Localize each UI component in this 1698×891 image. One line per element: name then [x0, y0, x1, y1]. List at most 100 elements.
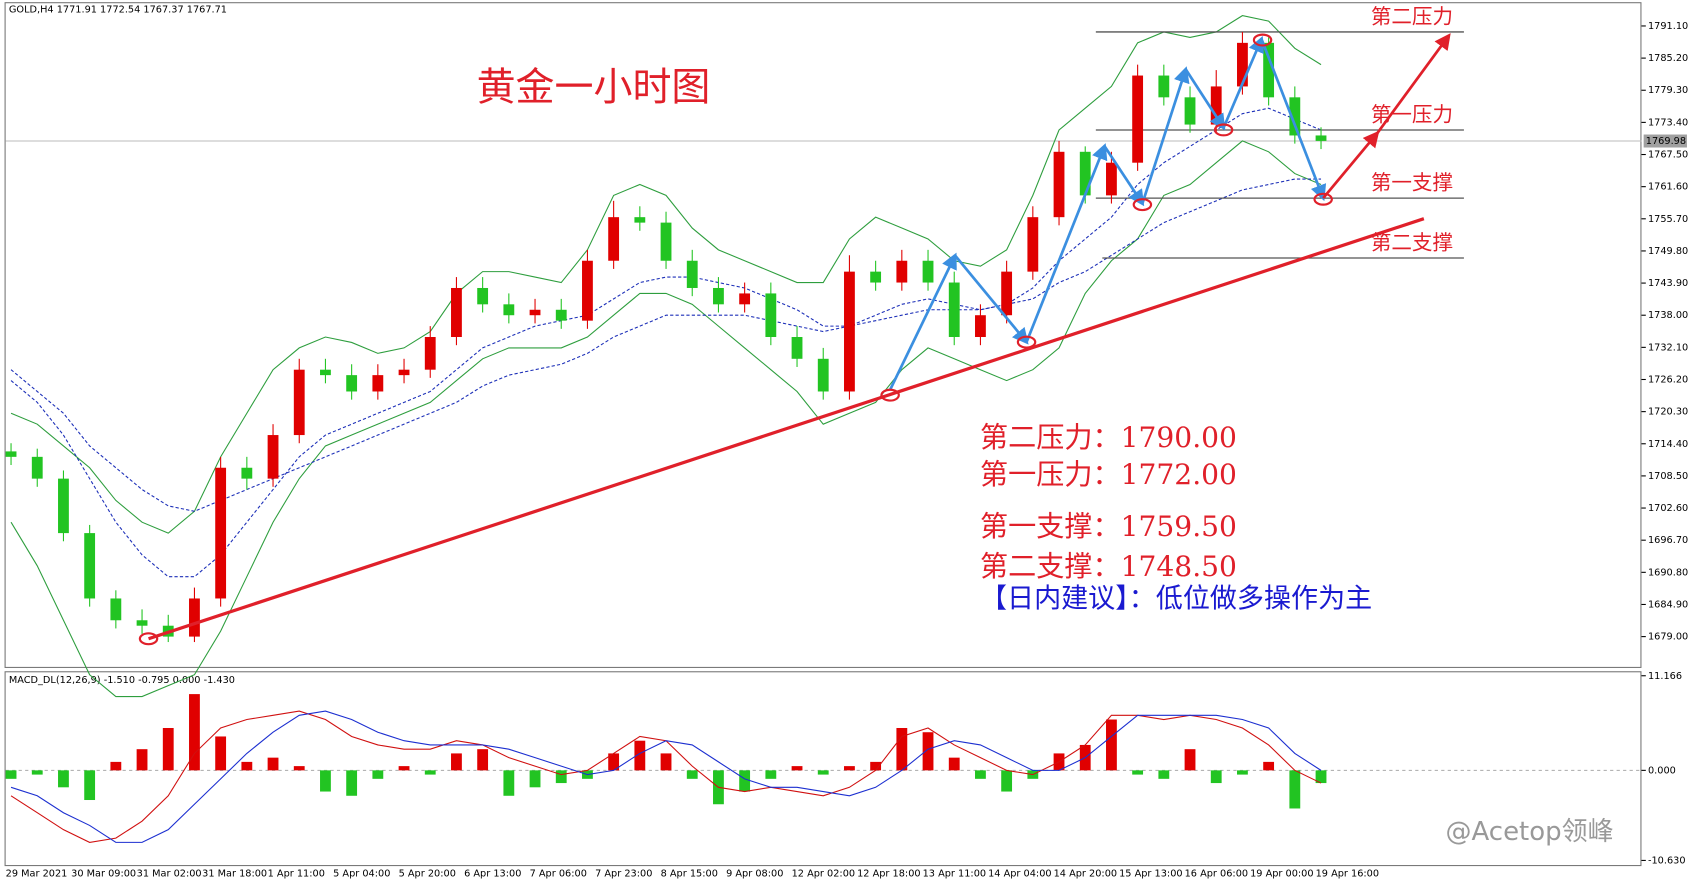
macd-bar [1315, 770, 1327, 784]
x-tick-label: 13 Apr 11:00 [923, 869, 986, 880]
y-tick-label: 1679.00 [1648, 632, 1688, 643]
level-text: 第一压力：1772.00 [980, 458, 1237, 491]
macd-bar [765, 770, 777, 779]
macd-bar [1132, 770, 1144, 775]
macd-bar [1237, 770, 1248, 775]
x-tick-label: 29 Mar 2021 [6, 869, 68, 880]
x-tick-label: 12 Apr 02:00 [792, 869, 855, 880]
candle-body [1053, 151, 1065, 218]
macd-bar [503, 770, 515, 796]
candle-body [1210, 86, 1222, 125]
candle-body [1106, 162, 1117, 196]
level-label: 第一支撑 [1371, 170, 1453, 194]
macd-bar [870, 761, 882, 771]
macd-bar [241, 761, 253, 771]
candle-body [529, 309, 541, 316]
candle-body [58, 478, 69, 534]
candle-body [1237, 42, 1248, 87]
level-text: 第二压力：1790.00 [980, 421, 1237, 454]
x-tick-label: 7 Apr 23:00 [595, 869, 652, 880]
x-tick-label: 31 Mar 18:00 [202, 869, 267, 880]
pivot-circles [138, 33, 1333, 646]
macd-bar [1289, 770, 1301, 809]
candle-body [555, 309, 567, 321]
macd-bar [555, 770, 567, 784]
candle-body [451, 287, 462, 338]
x-tick-label: 12 Apr 18:00 [857, 869, 920, 880]
candle-body [1079, 151, 1091, 196]
macd-bar [634, 740, 646, 771]
x-tick-label: 14 Apr 04:00 [988, 869, 1051, 880]
y-tick-label: 1791.10 [1648, 21, 1688, 32]
candle-body [922, 260, 934, 283]
macd-bar [84, 770, 96, 801]
candle-body [424, 337, 436, 370]
candle-body [739, 293, 751, 305]
y-tick-label: 1779.30 [1648, 85, 1688, 96]
y-tick-label: 1720.30 [1648, 407, 1688, 418]
candle-body [686, 260, 698, 288]
macd-bar [896, 727, 908, 771]
x-tick-label: 30 Mar 09:00 [71, 869, 136, 880]
x-tick-label: 5 Apr 04:00 [333, 869, 390, 880]
macd-bar [424, 770, 436, 775]
macd-bar [1184, 749, 1196, 771]
x-tick-label: 1 Apr 11:00 [268, 869, 325, 880]
candle-body [765, 293, 777, 338]
overlay-line [10, 15, 1322, 534]
x-tick-label: 7 Apr 06:00 [530, 869, 587, 880]
chart-title: 黄金一小时图 [477, 66, 711, 111]
candle-body [844, 271, 855, 392]
macd-bar [844, 766, 855, 771]
macd-bar [293, 766, 305, 771]
macd-bar [1001, 770, 1013, 792]
macd-bar [136, 749, 148, 771]
candle-body [241, 467, 253, 479]
macd-bar [5, 770, 17, 779]
x-tick-label: 8 Apr 15:00 [661, 869, 718, 880]
candle-body [31, 456, 43, 479]
macd-bar [477, 749, 489, 771]
candle-body [1184, 97, 1196, 125]
y-tick-label: 1708.50 [1648, 471, 1688, 482]
candle-body [136, 620, 148, 626]
overlay-line [10, 178, 1322, 512]
last-price-label: 1769.98 [1646, 136, 1686, 147]
wave-arrow [1260, 38, 1327, 202]
y-tick-label: 1684.90 [1648, 599, 1688, 610]
candle-body [503, 304, 515, 316]
macd-bar [110, 761, 122, 771]
y-tick-label: 1732.10 [1648, 342, 1688, 353]
macd-bar [267, 757, 279, 771]
candle-body [1289, 97, 1301, 136]
candle-body [634, 217, 646, 223]
macd-bar [817, 770, 829, 775]
y-tick-label: 1773.40 [1648, 117, 1688, 128]
macd-bar [58, 770, 69, 788]
candle-body [320, 369, 331, 376]
signal-line [10, 710, 1322, 843]
x-tick-label: 6 Apr 13:00 [464, 869, 521, 880]
candle-body [5, 451, 17, 457]
candle-body [870, 271, 882, 283]
macd-bar [975, 770, 986, 779]
macd-bar [1263, 761, 1275, 771]
candle-body [660, 222, 672, 261]
candle-body [582, 260, 593, 321]
wave-arrow [1141, 66, 1190, 204]
last-price-tag [1643, 134, 1687, 148]
wave-arrow [888, 252, 957, 391]
x-tick-label: 19 Apr 00:00 [1250, 869, 1313, 880]
candle-body [267, 435, 279, 479]
level-label: 第二压力 [1371, 4, 1453, 28]
candle-body [713, 287, 724, 305]
macd-bar [189, 694, 200, 771]
x-tick-label: 16 Apr 06:00 [1185, 869, 1248, 880]
macd-bar [320, 770, 331, 792]
wave-arrow [1222, 35, 1264, 129]
candle-body [608, 217, 620, 261]
candle-body [975, 315, 986, 338]
level-label: 第二支撑 [1371, 230, 1453, 254]
